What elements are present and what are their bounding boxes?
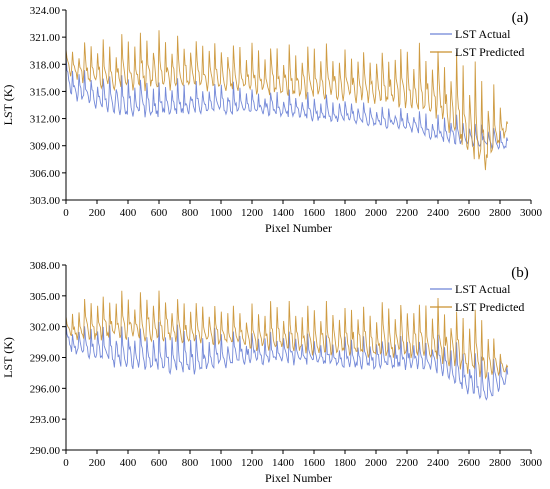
x-tick-label: 2600 xyxy=(458,207,481,219)
x-tick-label: 2200 xyxy=(396,207,419,219)
x-tick-label: 1200 xyxy=(241,207,264,219)
x-tick-label: 2400 xyxy=(427,457,450,469)
x-tick-label: 0 xyxy=(63,207,69,219)
x-tick-label: 400 xyxy=(120,207,137,219)
x-tick-label: 1000 xyxy=(210,457,233,469)
x-tick-label: 1400 xyxy=(272,457,295,469)
series-line-lst-predicted xyxy=(65,290,509,380)
x-tick-label: 1400 xyxy=(272,207,295,219)
x-tick-label: 2200 xyxy=(396,457,419,469)
y-axis-title: LST (K) xyxy=(1,337,15,378)
y-tick-label: 318.00 xyxy=(30,59,61,71)
y-tick-label: 308.00 xyxy=(30,260,61,272)
legend-label: LST Actual xyxy=(455,282,511,296)
x-tick-label: 1800 xyxy=(334,457,357,469)
y-tick-label: 315.00 xyxy=(30,86,61,98)
x-tick-label: 2000 xyxy=(365,207,388,219)
y-tick-label: 299.00 xyxy=(30,353,61,365)
x-tick-label: 1800 xyxy=(334,207,357,219)
y-tick-label: 302.00 xyxy=(30,322,61,334)
x-tick-label: 800 xyxy=(182,207,199,219)
y-axis-title: LST (K) xyxy=(1,85,15,126)
x-axis-title: Pixel Number xyxy=(265,471,332,485)
x-tick-label: 1600 xyxy=(303,457,326,469)
x-tick-label: 1200 xyxy=(241,457,264,469)
x-tick-label: 2600 xyxy=(458,457,481,469)
legend-label: LST Actual xyxy=(455,27,511,41)
x-tick-label: 2800 xyxy=(489,457,512,469)
legend-label: LST Predicted xyxy=(455,45,524,59)
y-tick-label: 290.00 xyxy=(30,445,61,457)
y-tick-label: 324.00 xyxy=(30,5,61,17)
y-tick-label: 293.00 xyxy=(30,414,61,426)
x-tick-label: 3000 xyxy=(520,207,543,219)
y-tick-label: 305.00 xyxy=(30,291,61,303)
x-tick-label: 200 xyxy=(89,207,106,219)
x-tick-label: 800 xyxy=(182,457,199,469)
chart-panel-b: 0 200 400 600 800 1000 1200 1400 1600 1800 2000 220… xyxy=(1,260,543,485)
y-tick-label: 296.00 xyxy=(30,383,61,395)
x-tick-label: 1000 xyxy=(210,207,233,219)
x-tick-label: 200 xyxy=(89,457,106,469)
series-line-lst-predicted xyxy=(65,30,509,171)
x-tick-label: 2800 xyxy=(489,207,512,219)
legend-label: LST Predicted xyxy=(455,300,524,314)
series-line-lst-actual xyxy=(65,321,509,401)
y-tick-label: 306.00 xyxy=(30,168,61,180)
x-tick-label: 1600 xyxy=(303,207,326,219)
y-tick-label: 309.00 xyxy=(30,141,61,153)
series-line-lst-actual xyxy=(65,53,509,150)
x-tick-label: 2400 xyxy=(427,207,450,219)
panel-label: (b) xyxy=(511,265,529,281)
x-tick-label: 2000 xyxy=(365,457,388,469)
x-tick-label: 600 xyxy=(151,207,168,219)
chart-panel-a: 0 200 400 600 800 1000 1200 1400 1600 1800 2000 220… xyxy=(1,5,543,235)
x-tick-label: 3000 xyxy=(520,457,543,469)
panel-label: (a) xyxy=(512,10,529,26)
y-tick-label: 303.00 xyxy=(30,195,61,207)
y-tick-label: 312.00 xyxy=(30,114,61,126)
y-tick-label: 321.00 xyxy=(30,32,61,44)
x-tick-label: 600 xyxy=(151,457,168,469)
x-axis-title: Pixel Number xyxy=(265,221,332,235)
x-tick-label: 0 xyxy=(63,457,69,469)
x-tick-label: 400 xyxy=(120,457,137,469)
